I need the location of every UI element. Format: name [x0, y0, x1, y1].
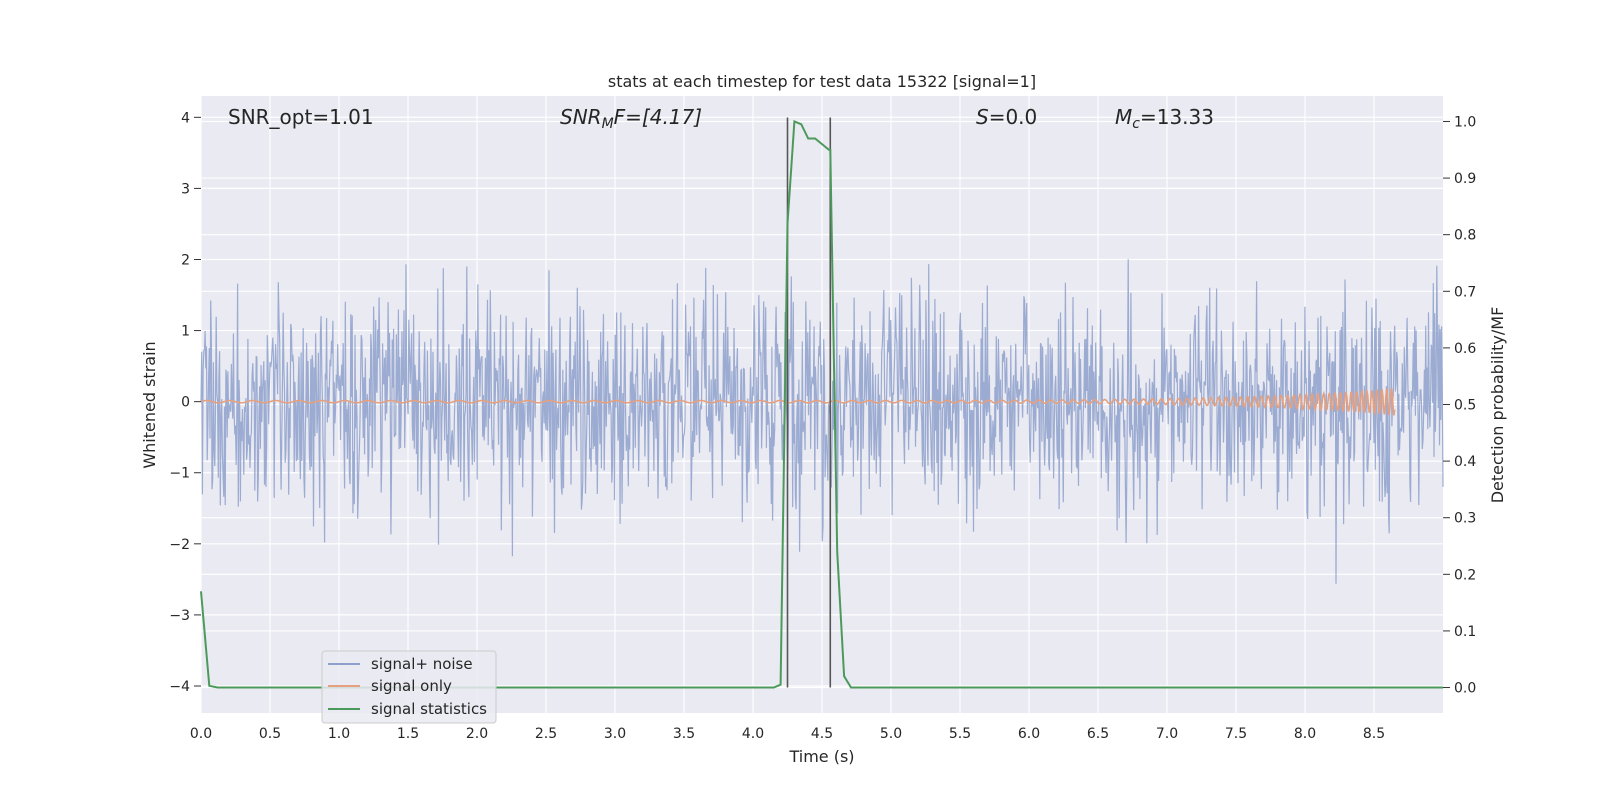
- x-tick-label: 4.5: [811, 726, 833, 742]
- s-var: S: [976, 105, 989, 129]
- x-tick-label: 8.0: [1294, 726, 1316, 742]
- x-tick-label: 2.0: [466, 726, 488, 742]
- x-tick-label: 5.5: [949, 726, 971, 742]
- y-left-tick-label: 1: [181, 324, 190, 340]
- y-left-tick-label: 0: [181, 395, 190, 411]
- y-right-tick-label: 0.5: [1454, 398, 1476, 414]
- y-right-tick-label: 0.6: [1454, 341, 1476, 357]
- chart-title: stats at each timestep for test data 153…: [608, 72, 1036, 91]
- s-value: =0.0: [989, 105, 1038, 129]
- signal-statistics-line: [200, 120, 1443, 689]
- y-axis-label-left: Whitened strain: [140, 341, 159, 468]
- axis-ticks: 0.0 0.5 1.0 1.5 2.0 2.5 3.0 3.5 4.0 4.5 5.0 5.5 6.0 6…: [169, 110, 1476, 742]
- legend-box: [321, 650, 497, 724]
- y-right-tick-label: 0.4: [1454, 454, 1476, 470]
- snr-mf-annotation: SNRMF=[4.17]: [560, 105, 702, 132]
- signal-only-line: [200, 388, 1396, 416]
- signal-statistics-series: [200, 120, 1443, 689]
- x-tick-label: 2.5: [535, 726, 557, 742]
- signal-only-series: [200, 388, 1396, 416]
- x-tick-label: 7.0: [1156, 726, 1178, 742]
- y-right-tick-label: 0.7: [1454, 284, 1476, 300]
- snr-mf-f: F=[4.17]: [614, 105, 702, 129]
- y-right-tick-label: 0.0: [1454, 681, 1476, 697]
- x-tick-label: 7.5: [1225, 726, 1247, 742]
- x-tick-label: 4.0: [742, 726, 764, 742]
- y-left-tick-label: 3: [181, 181, 190, 197]
- y-left-tick-label: −4: [169, 679, 190, 695]
- x-axis-label: Time (s): [788, 747, 854, 766]
- snr-opt-annotation: SNR_opt=1.01: [228, 105, 374, 129]
- x-tick-label: 3.5: [673, 726, 695, 742]
- mc-value: =13.33: [1140, 105, 1214, 129]
- snr-mf-base: SNR: [560, 105, 602, 129]
- s-annotation: S=0.0: [976, 105, 1037, 129]
- x-tick-label: 8.5: [1363, 726, 1385, 742]
- x-tick-label: 5.0: [880, 726, 902, 742]
- y-right-tick-label: 0.1: [1454, 624, 1476, 640]
- x-tick-label: 6.5: [1087, 726, 1109, 742]
- mc-var: M: [1115, 105, 1132, 129]
- y-left-tick-label: 4: [181, 110, 190, 126]
- x-tick-label: 3.0: [604, 726, 626, 742]
- x-tick-label: 6.0: [1018, 726, 1040, 742]
- x-tick-label: 0.0: [190, 726, 212, 742]
- x-tick-label: 1.5: [397, 726, 419, 742]
- y-left-tick-label: −3: [169, 608, 190, 624]
- y-right-tick-label: 0.3: [1454, 511, 1476, 527]
- y-left-tick-label: 2: [181, 252, 190, 268]
- legend-label-signal: signal only: [371, 677, 452, 695]
- y-right-tick-label: 1.0: [1454, 114, 1476, 130]
- y-axis-label-right: Detection probability/MF: [1488, 307, 1507, 504]
- x-tick-label: 0.5: [259, 726, 281, 742]
- y-left-tick-label: −1: [169, 466, 190, 482]
- legend: signal+ noise signal only signal statist…: [321, 650, 497, 724]
- mc-sub: c: [1132, 116, 1140, 132]
- y-right-tick-label: 0.8: [1454, 228, 1476, 244]
- snr-mf-sub: M: [602, 116, 614, 132]
- mc-annotation: Mc=13.33: [1115, 105, 1214, 132]
- legend-label-noise: signal+ noise: [371, 655, 473, 673]
- legend-label-stats: signal statistics: [371, 700, 487, 718]
- y-right-tick-label: 0.9: [1454, 171, 1476, 187]
- y-left-tick-label: −2: [169, 537, 190, 553]
- y-right-tick-label: 0.2: [1454, 567, 1476, 583]
- x-tick-label: 1.0: [328, 726, 350, 742]
